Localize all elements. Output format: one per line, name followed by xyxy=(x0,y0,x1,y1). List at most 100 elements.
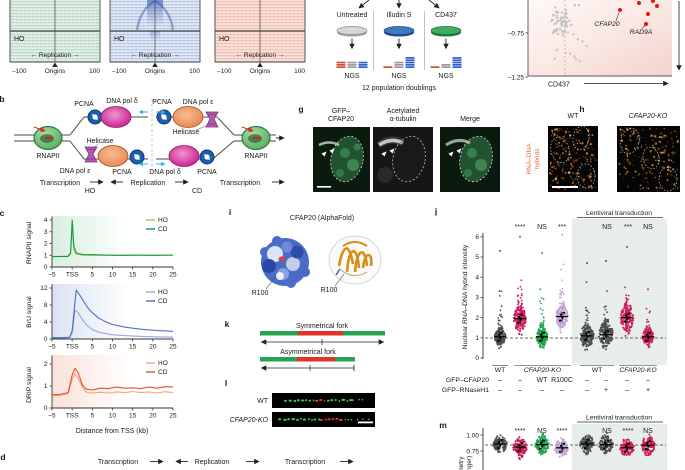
svg-text:5: 5 xyxy=(91,413,95,420)
panel-j-swarm: j Lentiviral transduction **** NS *** NS… xyxy=(434,206,667,394)
j-sig-3: *** xyxy=(558,224,566,231)
scatter-xlabel: CD437 xyxy=(548,82,570,89)
helicase-icon xyxy=(205,111,219,128)
svg-text:4: 4 xyxy=(44,217,48,224)
ngs-label: NGS xyxy=(391,73,407,80)
m-sig-3: **** xyxy=(557,428,568,435)
svg-text:–5: –5 xyxy=(48,272,56,279)
panel-letter-l: l xyxy=(225,378,227,388)
j-row1-v1: – xyxy=(498,377,502,384)
m-sig-6: NS xyxy=(643,428,653,435)
svg-text:12: 12 xyxy=(40,285,48,292)
xtick-left: –100 xyxy=(217,68,232,75)
chart-rnapii: 0 1 2 3 4 –5 TSS 5 10 15 20 25 HO CD xyxy=(44,216,177,279)
m-ylabel-2: (shorter/longer) xyxy=(466,456,473,470)
h-ko-speckles xyxy=(618,127,679,190)
m-ylabel-1: Fork symmetry xyxy=(458,456,465,470)
helicase-icon xyxy=(84,146,98,163)
pcna-label: PCNA xyxy=(152,99,172,106)
heatmap-green: HO ← Replication → –100 Origins 100 xyxy=(9,0,101,75)
svg-text:CD: CD xyxy=(158,226,168,233)
panel-screen-scatter: –0.75 –1.25 CFAP20 RAD9A CD437 xyxy=(508,0,682,89)
structure-ribbon xyxy=(328,235,382,285)
xtick-right: 100 xyxy=(189,68,200,75)
arrowhead-icon xyxy=(321,151,327,157)
j-group-wt2: WT xyxy=(592,367,603,374)
dish-cd437-icon xyxy=(430,26,462,37)
j-row1-v4: R100C xyxy=(551,377,573,384)
svg-text:1: 1 xyxy=(475,335,479,342)
m-header: Lentiviral transduction xyxy=(586,415,652,422)
j-sig-6: NS xyxy=(643,224,653,231)
pol-delta-label: DNA pol δ xyxy=(106,98,138,105)
k-symmetrical-label: Symmetrical fork xyxy=(296,323,349,330)
panel-letter-g: g xyxy=(298,104,303,114)
j-group-ko2: CFAP20-KO xyxy=(619,367,657,374)
panel-letter-j: j xyxy=(434,206,437,216)
svg-text:2: 2 xyxy=(44,361,48,368)
svg-text:–5: –5 xyxy=(48,344,56,351)
j-row2-label: GFP–RNaseH1 xyxy=(442,387,489,394)
svg-text:0: 0 xyxy=(44,405,48,412)
j-sig-4: NS xyxy=(602,224,612,231)
micrograph-merge xyxy=(440,127,500,192)
i-residue-label: R100 xyxy=(252,290,269,297)
dish-illudin-icon xyxy=(383,26,415,37)
scatter-hit-points xyxy=(618,0,659,26)
j-row2-v3: – xyxy=(540,387,544,394)
svg-text:TSS: TSS xyxy=(66,413,79,420)
h-wt-label: WT xyxy=(568,113,580,120)
xtick-left: –100 xyxy=(112,68,127,75)
transcription-arrow-icon xyxy=(241,126,254,132)
replication-axis-label: ← Replication → xyxy=(131,52,180,59)
svg-text:20: 20 xyxy=(149,344,157,351)
svg-text:TSS: TSS xyxy=(66,344,79,351)
svg-text:15: 15 xyxy=(129,344,137,351)
ngs-label: NGS xyxy=(438,73,454,80)
svg-text:25: 25 xyxy=(169,413,177,420)
svg-text:8: 8 xyxy=(44,302,48,309)
j-row1-v6: – xyxy=(604,377,608,384)
replication-label: Replication xyxy=(131,180,166,187)
svg-text:CD: CD xyxy=(158,369,168,376)
ngs-label: NGS xyxy=(344,73,360,80)
c2-ylabel: BrU signal xyxy=(26,296,33,328)
pol-epsilon-label: DNA pol ε xyxy=(183,99,214,106)
pcna-label: PCNA xyxy=(197,169,217,176)
chart-bru: 0 4 8 12 –5 TSS 5 10 15 20 25 HO CD xyxy=(40,284,177,351)
cilium xyxy=(445,138,471,147)
origin-tick-icon xyxy=(52,62,58,67)
helicase-label: Helicase xyxy=(87,138,114,145)
c3-ylabel: DRIP signal xyxy=(26,367,33,403)
arrowhead-icon xyxy=(448,151,454,157)
h-wt-speckles xyxy=(549,127,597,190)
rnapii-icon xyxy=(241,126,271,150)
panel-b-fork-diagram: b PCNA DNA pol δ PCNA DNA pol ε Helicase… xyxy=(0,94,285,195)
xtick-origins: Origins xyxy=(45,68,66,75)
panel-letter-m: m xyxy=(439,420,447,430)
pol-epsilon-label: DNA pol ε xyxy=(60,168,91,175)
replication-axis-label: ← Replication → xyxy=(31,52,80,59)
transcription-label: Transcription xyxy=(40,180,80,187)
panel-g-micrographs: g GFP– CFAP20 Acetylated α-tubulin Merge xyxy=(298,104,500,192)
nucleus-outline xyxy=(459,135,493,183)
j-header: Lentiviral transduction xyxy=(586,210,652,217)
svg-text:15: 15 xyxy=(129,272,137,279)
scale-bar xyxy=(552,186,578,188)
arrowhead-icon xyxy=(329,148,335,154)
svg-text:25: 25 xyxy=(169,272,177,279)
g-col3-label: Merge xyxy=(460,116,480,123)
arrowhead-icon xyxy=(456,148,462,154)
j-row1-v5: – xyxy=(585,377,589,384)
svg-text:5: 5 xyxy=(91,344,95,351)
xtick-origins: Origins xyxy=(250,68,271,75)
h-ko-image xyxy=(617,126,680,192)
replication-label: Replication xyxy=(195,459,230,466)
dish-untreated-icon xyxy=(336,26,368,37)
m-sig-2: NS xyxy=(537,428,547,435)
svg-text:5: 5 xyxy=(91,272,95,279)
structure-surface xyxy=(260,236,310,288)
panel-letter-h: h xyxy=(579,104,584,114)
